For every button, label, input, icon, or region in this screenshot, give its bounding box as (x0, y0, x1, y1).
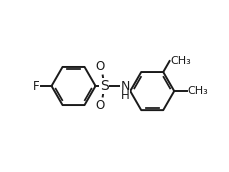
Text: H: H (120, 89, 129, 102)
Text: O: O (95, 99, 104, 112)
Text: N: N (120, 79, 129, 93)
Text: CH₃: CH₃ (169, 56, 190, 66)
Text: CH₃: CH₃ (187, 86, 207, 96)
Text: S: S (99, 79, 108, 93)
Text: O: O (95, 60, 104, 73)
Text: F: F (33, 79, 40, 93)
